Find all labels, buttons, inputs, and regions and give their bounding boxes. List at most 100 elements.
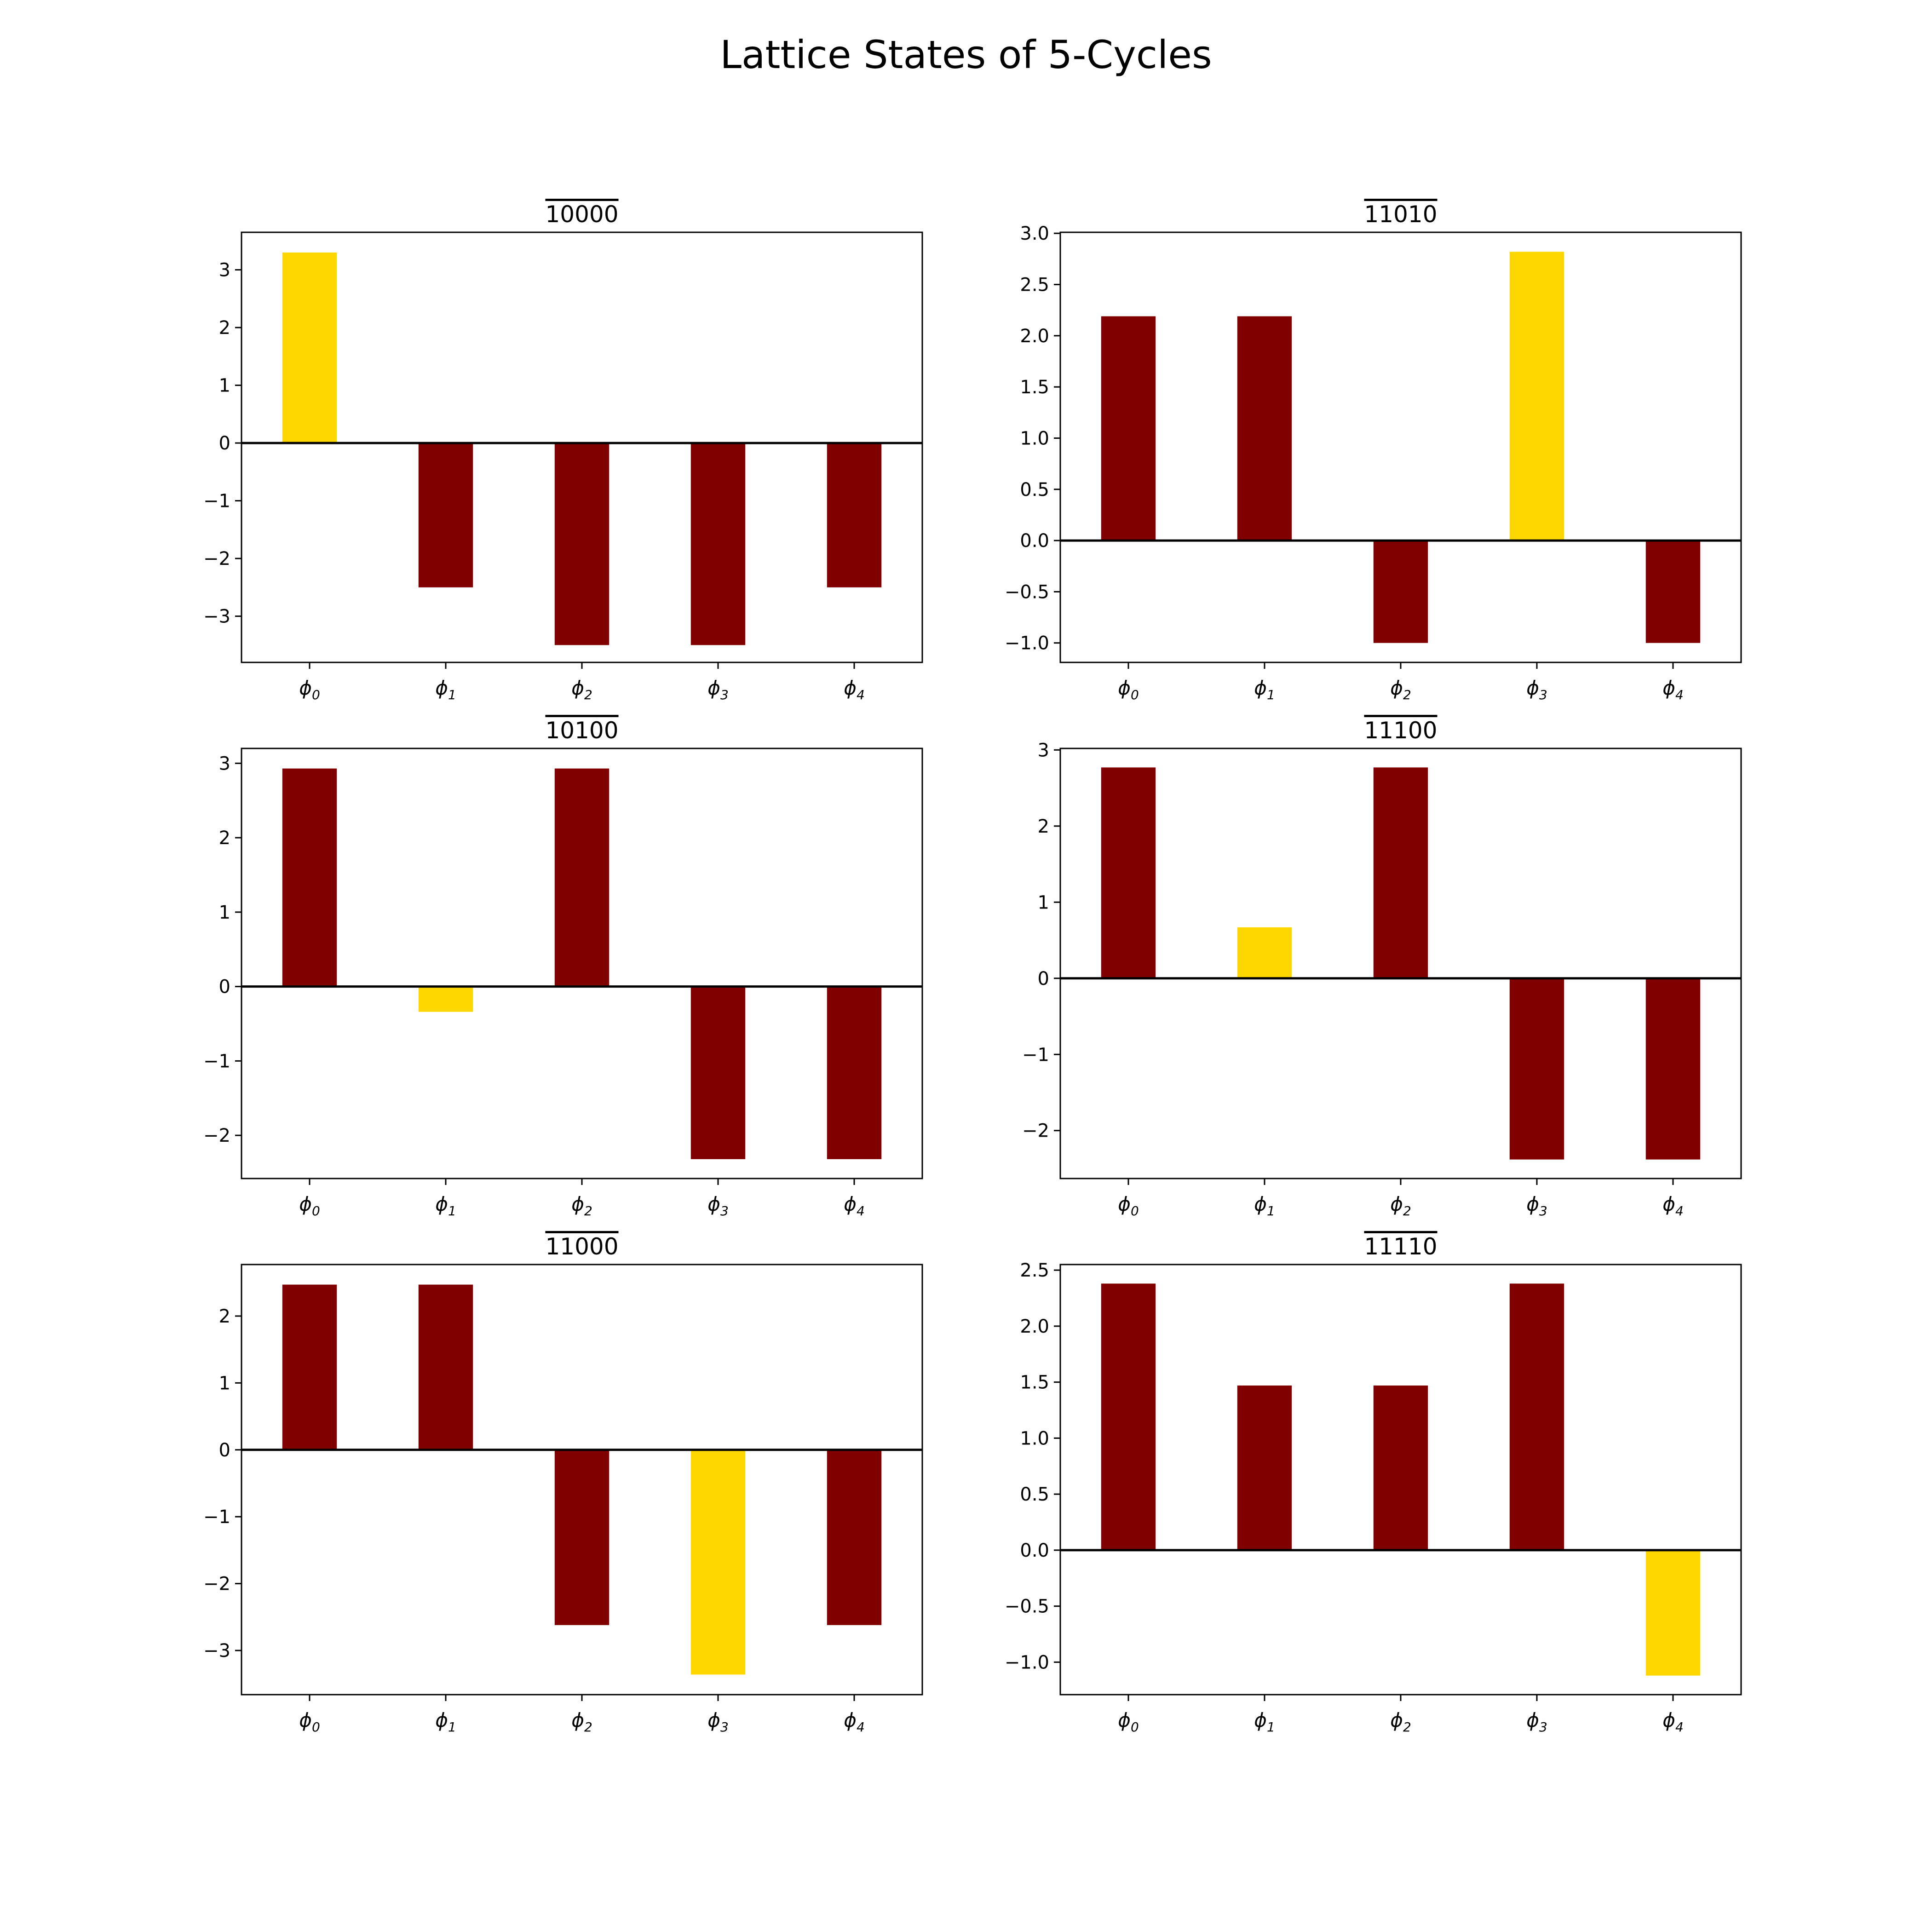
x-tick-label: ϕ1	[1254, 677, 1275, 702]
y-tick-label: 3	[219, 753, 230, 774]
y-tick-label: 3	[1038, 740, 1049, 761]
y-tick-label: 0.5	[1020, 1484, 1049, 1505]
y-tick-label: −2	[203, 548, 230, 569]
bar-3	[690, 1449, 746, 1675]
x-tick-label: ϕ3	[707, 1193, 729, 1219]
y-tick-label: 1	[219, 1373, 230, 1394]
subplot-title: 11110	[1364, 1233, 1437, 1260]
x-tick-label: ϕ4	[1662, 1709, 1684, 1735]
bar-0	[282, 252, 337, 443]
subplot-title: 10000	[545, 201, 618, 228]
x-tick-label: ϕ1	[435, 1709, 456, 1735]
figure-title: Lattice States of 5-Cycles	[720, 32, 1212, 77]
y-tick-label: −1	[203, 491, 230, 512]
bar-3	[690, 986, 746, 1159]
x-tick-label: ϕ2	[571, 677, 592, 702]
bar-0	[1101, 316, 1156, 541]
x-tick-label: ϕ0	[1118, 1709, 1139, 1735]
y-tick-label: −1.0	[1005, 633, 1049, 654]
y-tick-label: −3	[203, 1640, 230, 1662]
y-tick-label: 0.5	[1020, 479, 1049, 500]
y-tick-label: 3	[219, 260, 230, 281]
y-tick-label: 1	[1038, 892, 1049, 913]
bar-3	[1509, 252, 1564, 541]
bar-1	[1237, 1385, 1292, 1550]
y-tick-label: −0.5	[1005, 581, 1049, 603]
x-tick-label: ϕ0	[1118, 1193, 1139, 1219]
x-tick-label: ϕ3	[1526, 1193, 1547, 1219]
y-tick-label: −1	[1022, 1044, 1049, 1065]
y-tick-label: −3	[203, 606, 230, 627]
bar-4	[1645, 1550, 1701, 1676]
bar-4	[1645, 540, 1701, 643]
x-tick-label: ϕ0	[1118, 677, 1139, 702]
bar-0	[1101, 1283, 1156, 1550]
x-tick-label: ϕ2	[1390, 1709, 1411, 1735]
y-tick-label: 2	[219, 1306, 230, 1327]
bar-1	[418, 1284, 473, 1450]
y-tick-label: 1.0	[1020, 1428, 1049, 1449]
y-tick-label: −2	[203, 1125, 230, 1146]
subplot-4: 11100 −2 −1 0 1 2 3 ϕ0 ϕ1 ϕ2 ϕ3 ϕ4	[1022, 717, 1742, 1219]
x-tick-label: ϕ2	[571, 1193, 592, 1219]
x-tick-label: ϕ4	[1662, 1193, 1684, 1219]
y-tick-label: 2.0	[1020, 326, 1049, 347]
bar-4	[827, 1449, 882, 1625]
y-tick-label: −1	[203, 1506, 230, 1528]
bar-2	[1373, 1385, 1428, 1550]
y-tick-label: 2.5	[1020, 275, 1049, 296]
x-tick-label: ϕ2	[571, 1709, 592, 1735]
subplot-2: 11010 −1.0 −0.5 0.0 0.5 1.0 1.5 2.0 2.5 3.0 ϕ0 ϕ1 ϕ2…	[1005, 201, 1742, 702]
subplot-3: 10100 −2 −1 0 1 2 3 ϕ0 ϕ1 ϕ2 ϕ3 ϕ4	[203, 717, 923, 1219]
y-tick-label: 1	[219, 902, 230, 923]
x-tick-label: ϕ2	[1390, 1193, 1411, 1219]
y-tick-label: 1.5	[1020, 377, 1049, 398]
bar-0	[282, 768, 337, 987]
subplot-title: 10100	[545, 717, 618, 744]
bar-3	[1509, 978, 1564, 1160]
bar-2	[554, 1449, 610, 1625]
subplot-5: 11000 −3 −2 −1 0 1 2 ϕ0 ϕ1 ϕ2 ϕ3 ϕ4	[203, 1233, 923, 1735]
bar-2	[1373, 540, 1428, 643]
y-tick-label: 2	[219, 828, 230, 849]
subplot-title: 11000	[545, 1233, 618, 1260]
bar-4	[1645, 978, 1701, 1160]
y-tick-label: 2.5	[1020, 1260, 1049, 1281]
y-tick-label: 1	[219, 375, 230, 397]
x-tick-label: ϕ4	[844, 677, 865, 702]
x-tick-label: ϕ3	[1526, 1709, 1547, 1735]
x-tick-label: ϕ0	[299, 1709, 320, 1735]
x-tick-label: ϕ0	[299, 677, 320, 702]
bar-3	[1509, 1283, 1564, 1550]
x-tick-label: ϕ1	[1254, 1193, 1275, 1219]
y-tick-label: 0.0	[1020, 1540, 1049, 1561]
x-tick-label: ϕ1	[435, 1193, 456, 1219]
bar-1	[1237, 927, 1292, 978]
x-tick-label: ϕ1	[435, 677, 456, 702]
y-tick-label: −0.5	[1005, 1596, 1049, 1617]
bar-3	[690, 443, 746, 645]
y-tick-label: −2	[1022, 1121, 1049, 1142]
x-tick-label: ϕ0	[299, 1193, 320, 1219]
bar-2	[554, 768, 610, 987]
y-tick-label: 1.0	[1020, 428, 1049, 449]
x-tick-label: ϕ2	[1390, 677, 1411, 702]
y-tick-label: −1	[203, 1051, 230, 1072]
bar-4	[827, 443, 882, 587]
y-tick-label: 0	[219, 433, 230, 454]
subplot-title: 11010	[1364, 201, 1437, 228]
y-tick-label: 0	[1038, 968, 1049, 989]
x-tick-label: ϕ3	[1526, 677, 1547, 702]
bar-0	[282, 1284, 337, 1450]
bar-1	[418, 443, 473, 587]
subplot-1: 10000 −3 −2 −1 0 1 2 3 ϕ0 ϕ1 ϕ2 ϕ3 ϕ4	[203, 201, 923, 702]
bar-2	[1373, 767, 1428, 978]
x-tick-label: ϕ4	[1662, 677, 1684, 702]
bar-1	[418, 986, 473, 1012]
y-tick-label: −2	[203, 1574, 230, 1595]
y-tick-label: 2	[1038, 816, 1049, 837]
subplot-6: 11110 −1.0 −0.5 0.0 0.5 1.0 1.5 2.0 2.5 ϕ0 ϕ1 ϕ2 ϕ3 ϕ…	[1005, 1233, 1742, 1735]
y-tick-label: −1.0	[1005, 1652, 1049, 1673]
x-tick-label: ϕ4	[844, 1709, 865, 1735]
